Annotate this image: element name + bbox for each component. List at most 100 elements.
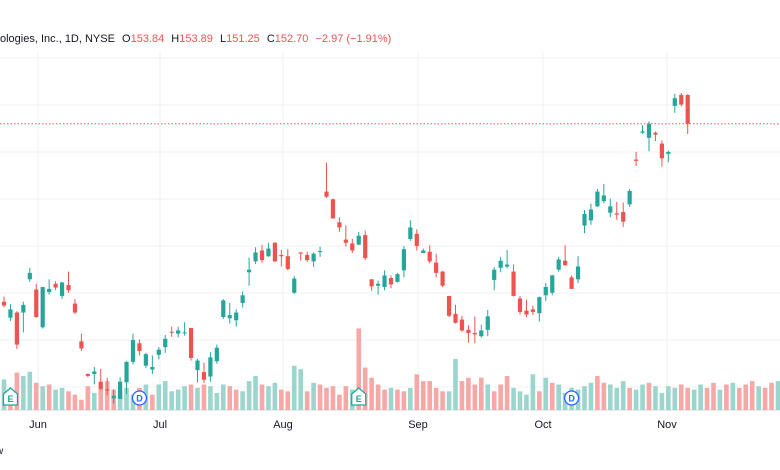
candle — [640, 125, 645, 134]
candle-body — [72, 303, 78, 313]
candle-body — [85, 374, 90, 376]
volume-bar — [717, 389, 723, 410]
volume-bar — [711, 382, 716, 410]
volume-bar — [59, 387, 65, 410]
candle — [234, 309, 239, 327]
x-axis-label: Nov — [657, 419, 677, 431]
dividend-marker-label: D — [568, 394, 575, 404]
candle — [556, 256, 561, 272]
volume-bar — [762, 387, 768, 410]
candle — [472, 316, 477, 344]
candle-body — [34, 289, 39, 318]
candle-body — [601, 195, 606, 202]
candle-body — [575, 266, 581, 280]
candle-body — [634, 159, 639, 161]
candle — [188, 327, 194, 361]
volume-bar — [620, 381, 626, 410]
candle-body — [337, 222, 342, 228]
candle — [311, 252, 316, 268]
volume-bar — [208, 386, 213, 410]
low-label: L — [219, 33, 227, 45]
candle — [466, 325, 471, 343]
candle-body — [130, 340, 136, 362]
volume-bar — [214, 393, 220, 410]
candle — [143, 352, 148, 369]
candle — [214, 344, 219, 364]
candle — [137, 339, 142, 356]
candle — [530, 305, 535, 316]
volume-bar — [588, 382, 594, 410]
candle — [666, 150, 671, 163]
candle-body — [79, 341, 84, 349]
candles — [1, 93, 690, 404]
volume-bar — [253, 376, 258, 410]
volume-bar — [279, 389, 284, 410]
candle-body — [298, 252, 303, 254]
candle-body — [169, 331, 174, 333]
candle — [614, 201, 619, 220]
candle-body — [434, 262, 439, 273]
candle-body — [330, 199, 336, 219]
volume-bar — [646, 382, 652, 410]
volume-bar — [201, 384, 207, 410]
volume-bar — [401, 391, 407, 410]
change-value: −2.97 (−1.91%) — [315, 33, 392, 45]
candle-body — [350, 243, 355, 251]
candle-body — [640, 131, 645, 133]
open-label: O — [122, 33, 131, 45]
candle — [247, 257, 252, 286]
volume-bar — [156, 384, 162, 410]
volume-bar — [433, 387, 439, 410]
candle-body — [376, 283, 381, 286]
volume-bar — [79, 399, 84, 410]
volume-bar — [549, 382, 555, 410]
volume-bar — [369, 377, 374, 410]
candle — [176, 326, 181, 338]
candle-body — [247, 269, 252, 273]
volume-bar — [504, 376, 510, 410]
candle — [253, 247, 258, 264]
volume-bar — [691, 389, 697, 410]
volume-bar — [420, 381, 426, 410]
candle — [66, 271, 71, 293]
candle-body — [285, 256, 290, 270]
candle — [150, 355, 155, 374]
volume-bar — [169, 391, 174, 410]
x-axis: Jun Jul Aug Sep Oct Nov — [29, 419, 677, 431]
event-markers[interactable]: EDEDE — [2, 387, 780, 406]
candle-body — [556, 259, 561, 270]
candle-body — [627, 190, 632, 205]
candle-body — [401, 249, 406, 271]
candle — [92, 366, 97, 385]
candle-body — [679, 94, 684, 105]
volume-bar — [459, 381, 465, 410]
candle-body — [414, 233, 419, 246]
low-value: 151.25 — [226, 33, 260, 45]
candle-body — [666, 151, 671, 154]
ohlc-legend: ologies, Inc., 1D, NYSE O153.84 H153.89 … — [0, 33, 391, 45]
volume-bar — [324, 387, 329, 410]
close-label: C — [266, 33, 275, 45]
candle — [621, 202, 626, 227]
volume-bar — [737, 387, 742, 410]
volume-bar — [240, 391, 245, 410]
x-axis-label: Aug — [273, 419, 293, 431]
volume-bar — [356, 328, 362, 410]
volume-bar — [117, 391, 123, 410]
candle-body — [395, 274, 400, 282]
candle — [401, 246, 406, 278]
candle — [388, 275, 394, 289]
candle-body — [608, 206, 613, 213]
volume-bar — [749, 381, 755, 410]
candle — [369, 279, 374, 291]
candle-body — [234, 312, 239, 321]
candle — [679, 93, 684, 107]
candle-body — [253, 252, 258, 262]
candle-body — [621, 212, 626, 222]
candle-body — [382, 275, 387, 287]
candle — [588, 203, 594, 225]
candle — [259, 244, 265, 263]
x-axis-label: Jul — [153, 419, 167, 431]
